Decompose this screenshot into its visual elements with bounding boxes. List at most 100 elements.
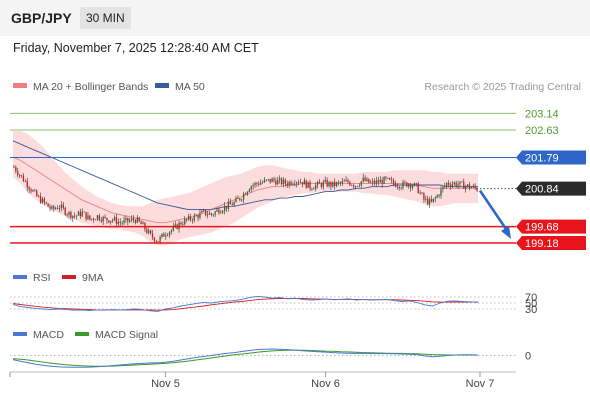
legend-ma50-swatch: [155, 83, 169, 88]
candle-body: [400, 187, 402, 189]
level-value-199.18: 199.18: [525, 238, 559, 250]
candle-body: [113, 217, 116, 220]
candle-body: [155, 241, 157, 242]
time-tick-label: Nov 6: [311, 378, 340, 390]
candle-body: [100, 219, 102, 222]
candle-body: [449, 184, 452, 187]
candle-body: [64, 207, 66, 215]
level-value-199.68: 199.68: [525, 222, 559, 234]
timeframe-button[interactable]: 30 MIN: [80, 7, 131, 29]
candle-body: [463, 181, 465, 189]
candle-body: [98, 215, 101, 220]
candle-body: [125, 217, 127, 220]
candle-body: [206, 214, 209, 216]
candle-body: [347, 180, 349, 182]
candle-body: [409, 184, 412, 188]
forecast-arrow-shaft: [478, 189, 510, 233]
candle-body: [195, 215, 197, 216]
candle-body: [242, 193, 245, 200]
candle-body: [351, 185, 353, 186]
candle-body: [115, 217, 118, 224]
candle-body: [18, 174, 21, 176]
candle-body: [461, 181, 463, 183]
candle-body: [58, 207, 61, 210]
level-tag-199.18: [516, 236, 586, 251]
candle-body: [119, 221, 121, 224]
candle-body: [68, 211, 70, 215]
candle-body: [55, 208, 57, 210]
candle-body: [170, 230, 173, 233]
candle-body: [396, 186, 399, 188]
candle-body: [356, 186, 359, 187]
candle-body: [96, 215, 99, 220]
candle-body: [334, 181, 336, 186]
candle-body: [189, 216, 192, 220]
candle-body: [455, 182, 457, 187]
time-tick-label: Nov 7: [466, 378, 495, 390]
candle-body: [432, 198, 435, 202]
candle-body: [233, 202, 235, 206]
candle-body: [191, 219, 194, 221]
candle-body: [172, 226, 175, 231]
candle-body: [258, 183, 260, 185]
candle-body: [459, 181, 461, 185]
candle-body: [136, 217, 138, 223]
candle-body: [305, 180, 307, 188]
candle-body: [22, 175, 25, 182]
time-axis-ticks: Nov 5 Nov 6 Nov 7: [9, 372, 495, 390]
candle-body: [216, 209, 218, 212]
candle-body: [427, 198, 429, 205]
legend-macd-swatch: [13, 332, 27, 336]
candle-body: [15, 167, 17, 172]
candle-body: [457, 184, 459, 187]
candle-body: [282, 179, 285, 185]
price-panel: [12, 131, 478, 246]
candle-body: [13, 167, 15, 168]
candle-body: [225, 205, 228, 209]
candle-body: [383, 177, 385, 184]
bollinger-band: [13, 131, 478, 246]
candle-body: [385, 177, 387, 179]
candle-body: [159, 236, 161, 242]
macd-signal-line: [12, 349, 478, 367]
price-levels: 203.14 202.63 201.79 200.84 199.68 199.18: [10, 108, 586, 251]
candle-body: [322, 181, 324, 187]
candle-body: [453, 182, 455, 185]
candle-body: [28, 187, 30, 190]
candle-body: [79, 211, 82, 217]
candle-body: [56, 208, 59, 210]
candle-body: [77, 211, 80, 216]
candle-body: [353, 185, 355, 187]
candle-body: [43, 198, 45, 203]
candle-body: [315, 184, 317, 189]
candle-body: [185, 218, 188, 220]
candle-body: [320, 183, 323, 187]
candle-body: [466, 184, 469, 187]
candle-body: [428, 199, 431, 205]
legend-rsi-ma-label: 9MA: [82, 272, 104, 284]
symbol-label: GBP/JPY: [11, 10, 72, 26]
candle-body: [83, 211, 85, 213]
candle-body: [39, 196, 42, 203]
candle-body: [81, 211, 83, 217]
candle-body: [440, 189, 442, 196]
macd-panel: 0: [10, 348, 531, 368]
candle-body: [130, 218, 133, 221]
legend-macd-label: MACD: [33, 329, 64, 341]
candle-body: [343, 181, 345, 182]
candle-body: [220, 212, 222, 214]
research-credit: Research © 2025 Trading Central: [424, 81, 581, 93]
candle-body: [187, 216, 190, 220]
candle-body: [218, 209, 220, 214]
rsi-tick-30: 30: [525, 304, 537, 316]
candle-body: [267, 179, 269, 180]
candle-body: [235, 198, 237, 203]
candle-body: [476, 187, 478, 191]
candle-body: [358, 185, 361, 187]
candle-body: [24, 181, 27, 182]
candle-body: [265, 179, 268, 181]
candle-body: [294, 183, 296, 185]
candle-body: [227, 201, 230, 209]
